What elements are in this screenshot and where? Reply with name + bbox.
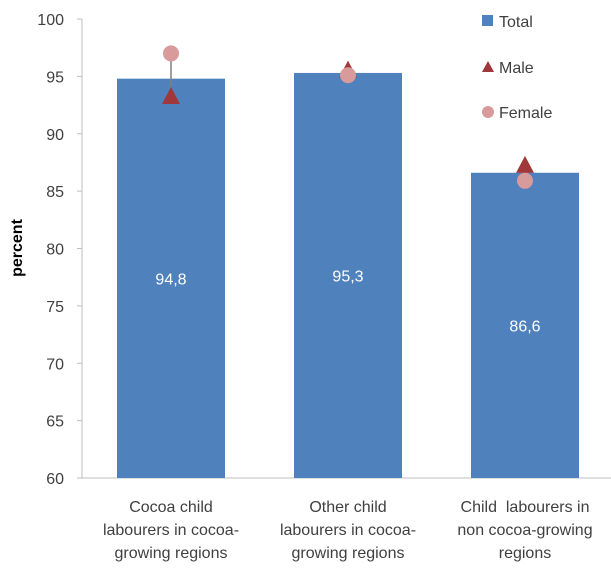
legend-male-swatch xyxy=(482,61,494,72)
x-category-label-line: labourers in cocoa- xyxy=(280,522,416,539)
y-tick-label: 65 xyxy=(46,414,64,431)
legend-label: Total xyxy=(499,14,533,31)
y-tick-label: 70 xyxy=(46,356,64,373)
x-category-label-line: growing regions xyxy=(292,545,405,562)
y-tick-label: 85 xyxy=(46,184,64,201)
x-category-label-line: Cocoa child xyxy=(129,499,213,516)
bar-total xyxy=(294,72,402,479)
x-category-label-line: regions xyxy=(499,545,551,562)
legend-label: Female xyxy=(499,105,552,122)
legend-total-swatch xyxy=(482,15,493,26)
x-category-label-line: labourers in cocoa- xyxy=(103,522,239,539)
bar-value-label: 86,6 xyxy=(509,318,540,335)
x-category-label: Child labourers in non cocoa-growing regio… xyxy=(457,499,592,562)
x-category-label-line: Other child xyxy=(309,499,386,516)
y-tick-label: 60 xyxy=(46,471,64,488)
x-category-label-line: growing regions xyxy=(115,545,228,562)
legend-label: Male xyxy=(499,60,534,77)
y-tick-label: 80 xyxy=(46,242,64,259)
x-category-label-line: non cocoa-growing xyxy=(457,522,592,539)
y-tick-label: 90 xyxy=(46,127,64,144)
bar-value-label: 95,3 xyxy=(332,268,363,285)
legend-female-swatch xyxy=(482,106,494,118)
x-category-label-line: Child labourers in xyxy=(461,499,590,516)
marker-female xyxy=(163,45,179,62)
bar-value-label: 94,8 xyxy=(155,271,186,288)
y-axis-label: percent xyxy=(9,218,26,276)
y-tick-label: 75 xyxy=(46,299,64,316)
bar-total xyxy=(471,172,579,478)
y-tick-label: 95 xyxy=(46,69,64,86)
marker-male xyxy=(516,155,534,173)
legend: Total Male Female xyxy=(482,14,552,122)
y-tick-label: 100 xyxy=(37,12,64,29)
y-axis: 60 65 70 75 80 85 90 95 100 xyxy=(37,12,83,488)
x-category-label: Other child labourers in cocoa-growing re… xyxy=(280,499,416,562)
marker-male xyxy=(162,87,180,105)
x-category-label: Cocoa child labourers in cocoa-growing re… xyxy=(103,499,239,562)
marker-female xyxy=(340,67,356,84)
bar-total xyxy=(117,78,225,479)
marker-female xyxy=(517,172,533,189)
